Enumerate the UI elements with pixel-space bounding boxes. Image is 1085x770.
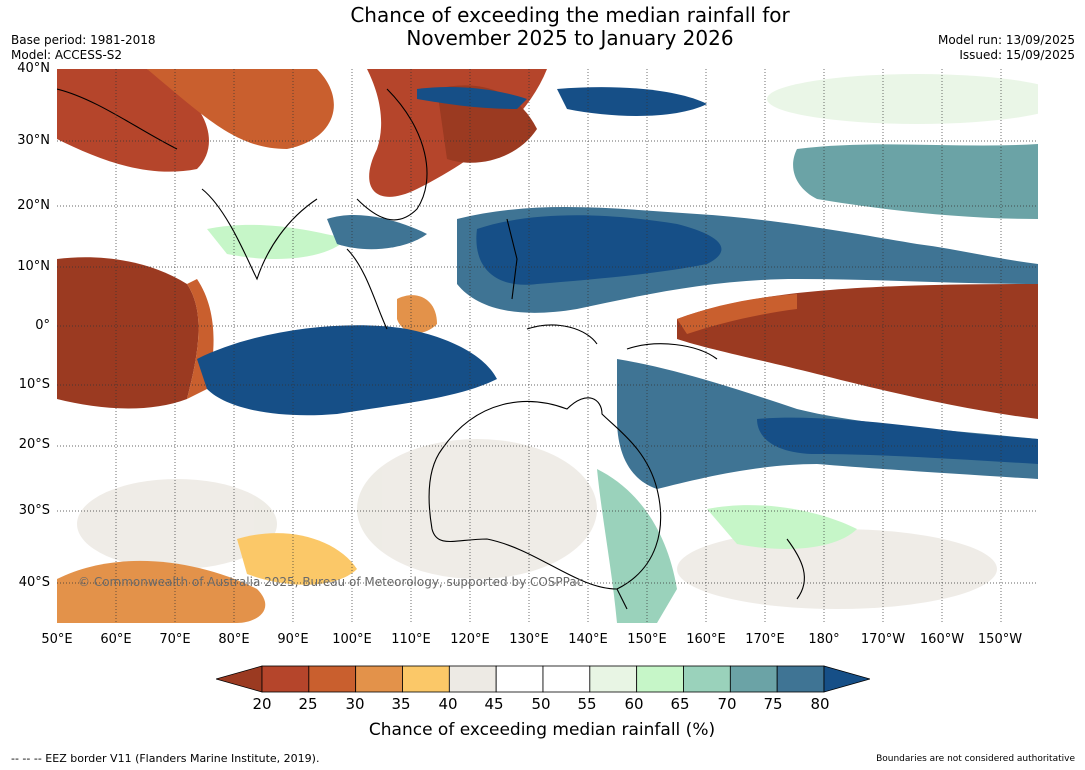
colorbar-segment xyxy=(355,665,403,693)
colorbar-segment xyxy=(542,665,591,693)
colorbar-tick: 25 xyxy=(298,695,318,713)
lon-label: 50°E xyxy=(41,632,73,647)
title-line-1: Chance of exceeding the median rainfall … xyxy=(350,3,790,27)
colorbar-segment xyxy=(261,665,310,693)
colorbar-tick: 30 xyxy=(345,695,365,713)
copyright-notice: © Commonwealth of Australia 2025, Bureau… xyxy=(78,575,584,589)
lon-label: 170°W xyxy=(860,632,906,647)
coastlines xyxy=(57,88,805,610)
map-title: Chance of exceeding the median rainfall … xyxy=(0,4,1085,50)
model-name: Model: ACCESS-S2 xyxy=(11,48,123,62)
lon-label: 120°E xyxy=(450,632,490,647)
colorbar-svg xyxy=(214,665,872,693)
lon-label: 60°E xyxy=(100,632,132,647)
wet-regions xyxy=(197,87,1038,623)
issued-date: Issued: 15/09/2025 xyxy=(959,48,1075,62)
colorbar-tick: 35 xyxy=(391,695,411,713)
lat-label: 10°N xyxy=(17,259,50,274)
lon-label: 100°E xyxy=(332,632,372,647)
colorbar-tick: 40 xyxy=(438,695,458,713)
colorbar-segment xyxy=(589,665,638,693)
colorbar-segment xyxy=(776,665,825,693)
rainfall-map xyxy=(57,69,1038,623)
lon-label: 80°E xyxy=(218,632,250,647)
gridlines xyxy=(57,69,1038,623)
lon-label: 130°E xyxy=(509,632,549,647)
colorbar-label: Chance of exceeding median rainfall (%) xyxy=(368,720,716,740)
lon-label: 160°W xyxy=(919,632,965,647)
neutral-regions xyxy=(77,74,1038,609)
lon-label: 70°E xyxy=(159,632,191,647)
colorbar-tick: 80 xyxy=(810,695,830,713)
colorbar-tick: 45 xyxy=(484,695,504,713)
lat-label: 30°N xyxy=(17,133,50,148)
colorbar-segment xyxy=(683,665,731,693)
lat-label: 40°N xyxy=(17,61,50,76)
colorbar-tick: 20 xyxy=(252,695,272,713)
lon-label: 90°E xyxy=(277,632,309,647)
lon-label: 150°E xyxy=(627,632,667,647)
colorbar-segment xyxy=(636,665,684,693)
lat-label: 20°S xyxy=(18,437,50,452)
rainfall-map-svg xyxy=(57,69,1038,623)
colorbar-tick: 70 xyxy=(717,695,737,713)
colorbar-segment xyxy=(402,665,450,693)
colorbar-arrow-high xyxy=(823,665,872,693)
colorbar-segment xyxy=(729,665,778,693)
lat-label: 0° xyxy=(35,318,50,333)
colorbar xyxy=(214,664,872,694)
colorbar-segment xyxy=(308,665,357,693)
lon-label: 110°E xyxy=(391,632,431,647)
lat-label: 20°N xyxy=(17,198,50,213)
colorbar-arrow-low xyxy=(214,665,263,693)
colorbar-tick: 60 xyxy=(624,695,644,713)
lon-label: 140°E xyxy=(568,632,608,647)
eez-legend: -- -- -- EEZ border V11 (Flanders Marine… xyxy=(11,752,320,765)
colorbar-segment xyxy=(495,665,544,693)
lat-label: 30°S xyxy=(18,503,50,518)
lat-label: 40°S xyxy=(18,575,50,590)
colorbar-tick: 50 xyxy=(531,695,551,713)
lat-label: 10°S xyxy=(18,377,50,392)
colorbar-tick: 55 xyxy=(577,695,597,713)
model-run-date: Model run: 13/09/2025 xyxy=(937,33,1075,47)
lon-label: 180° xyxy=(808,632,840,647)
title-line-2: November 2025 to January 2026 xyxy=(406,26,734,50)
model-info: Base period: 1981-2018 Model: ACCESS-S2 xyxy=(11,33,156,63)
lon-label: 160°E xyxy=(686,632,726,647)
colorbar-segment xyxy=(448,665,497,693)
colorbar-tick: 75 xyxy=(763,695,783,713)
lon-label: 170°E xyxy=(745,632,785,647)
colorbar-tick: 65 xyxy=(670,695,690,713)
lon-label: 150°W xyxy=(977,632,1023,647)
base-period: Base period: 1981-2018 xyxy=(11,33,156,47)
boundaries-disclaimer: Boundaries are not considered authoritat… xyxy=(876,754,1075,764)
run-info: Model run: 13/09/2025 Issued: 15/09/2025 xyxy=(938,33,1075,63)
